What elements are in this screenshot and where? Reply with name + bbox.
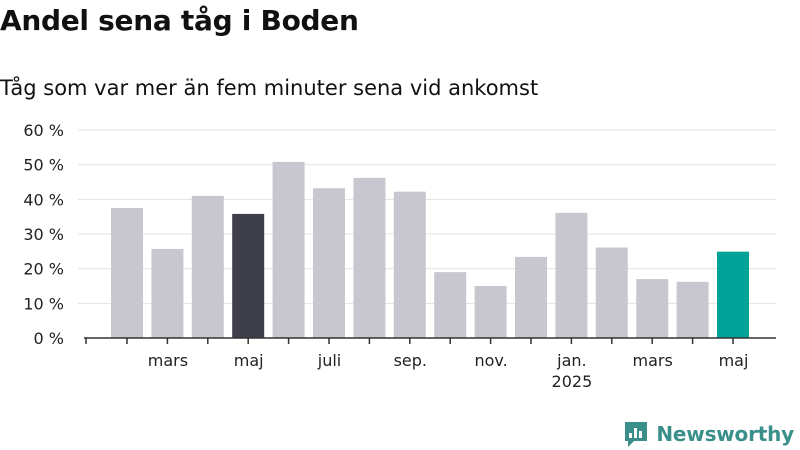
bar (111, 208, 143, 338)
bar (555, 212, 588, 338)
bar (676, 281, 709, 338)
chart-title: Andel sena tåg i Boden (0, 4, 359, 37)
newsworthy-logo-icon (625, 422, 648, 447)
bar (636, 279, 669, 338)
y-tick-label: 10 % (23, 294, 64, 313)
bar (353, 177, 386, 338)
bar (313, 188, 345, 338)
bar (474, 286, 507, 338)
y-tick-label: 40 % (23, 190, 64, 209)
bar (515, 256, 547, 338)
bar-chart: 0 % 10 % 20 % 30 % 40 % 50 % 60 % mars maj juli s… (23, 121, 776, 391)
bar (393, 191, 426, 338)
x-tick-label: juli (317, 351, 341, 370)
bar (232, 213, 265, 338)
bar (717, 251, 749, 338)
bar (191, 195, 224, 338)
bar (151, 248, 184, 338)
x-axis: mars maj juli sep. nov. jan. 2025 mars maj (84, 337, 776, 391)
x-tick-label: sep. (394, 351, 427, 370)
x-tick-year-label: 2025 (552, 372, 593, 391)
y-tick-label: 30 % (23, 225, 64, 244)
bar (272, 161, 305, 338)
x-tick-label: jan. (556, 351, 586, 370)
y-tick-label: 20 % (23, 260, 64, 279)
bar (434, 272, 467, 338)
x-tick-label: maj (719, 351, 749, 370)
y-tick-label: 60 % (23, 121, 64, 140)
y-tick-label: 50 % (23, 156, 64, 175)
x-tick-label: mars (633, 351, 673, 370)
chart-subtitle: Tåg som var mer än fem minuter sena vid … (0, 76, 539, 100)
bars (111, 161, 749, 338)
x-tick-label: maj (234, 351, 264, 370)
y-tick-label: 0 % (34, 329, 64, 348)
x-tick-label: nov. (474, 351, 507, 370)
y-axis-tick-labels: 0 % 10 % 20 % 30 % 40 % 50 % 60 % (23, 121, 64, 348)
bar (595, 247, 628, 338)
x-tick-label: mars (148, 351, 188, 370)
brand-name: Newsworthy (656, 422, 794, 446)
brand-logo: Newsworthy (623, 420, 794, 448)
